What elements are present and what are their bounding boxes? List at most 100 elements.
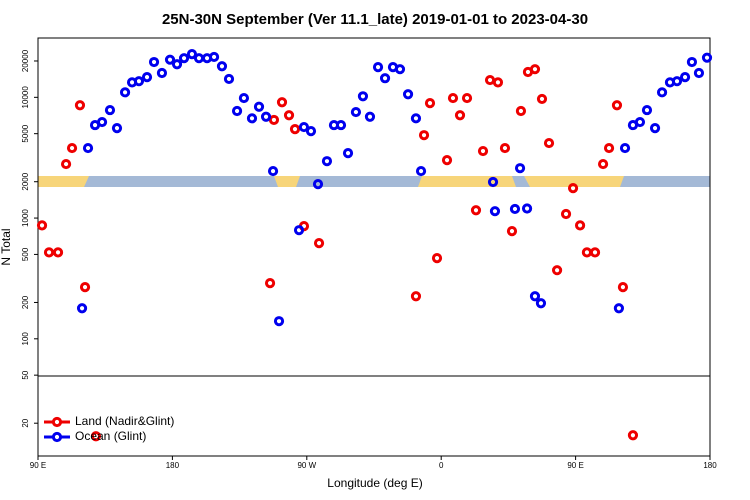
data-point <box>447 92 459 104</box>
data-point <box>477 145 489 157</box>
data-point <box>679 72 691 83</box>
data-point <box>305 126 317 137</box>
data-point <box>611 100 623 111</box>
x-tick-label: 90 W <box>297 461 316 470</box>
data-point <box>43 247 55 258</box>
data-point <box>82 142 94 154</box>
data-point <box>686 56 698 68</box>
data-point <box>268 114 280 126</box>
data-point <box>193 53 205 64</box>
data-point <box>617 282 629 293</box>
y-tick-label: 20000 <box>21 49 30 72</box>
data-point <box>410 291 422 302</box>
data-point <box>119 87 131 98</box>
data-point <box>79 282 91 293</box>
land-strip <box>38 176 89 187</box>
data-point <box>90 431 102 442</box>
data-point <box>454 110 466 121</box>
data-point <box>231 105 243 117</box>
y-axis-label: N Total <box>0 228 13 265</box>
data-point <box>634 116 646 128</box>
data-point <box>223 73 235 85</box>
data-point <box>415 165 427 177</box>
x-tick-label: 180 <box>703 461 717 470</box>
data-point <box>521 203 533 214</box>
data-point <box>52 247 64 258</box>
data-point <box>276 97 288 108</box>
data-point <box>560 208 572 220</box>
data-point <box>597 158 609 170</box>
data-point <box>171 59 183 70</box>
data-point <box>260 111 272 122</box>
data-point <box>74 100 86 111</box>
data-point <box>246 113 258 124</box>
data-point <box>335 119 347 131</box>
legend-label: Land (Nadir&Glint) <box>75 414 174 428</box>
data-point <box>581 247 593 258</box>
data-point <box>418 130 430 141</box>
data-point <box>60 158 72 170</box>
data-point <box>701 52 713 63</box>
chart-title: 25N-30N September (Ver 11.1_late) 2019-0… <box>162 11 588 28</box>
data-point <box>141 72 153 83</box>
x-tick-label: 0 <box>439 461 444 470</box>
data-point <box>536 93 548 105</box>
data-point <box>216 61 228 72</box>
x-tick-label: 180 <box>166 461 180 470</box>
data-point <box>312 179 324 190</box>
data-point <box>379 73 391 84</box>
data-point <box>283 110 295 121</box>
data-point <box>574 220 586 231</box>
data-point <box>148 56 160 68</box>
data-point <box>627 430 639 441</box>
y-tick-label: 2000 <box>21 172 30 190</box>
data-point <box>104 104 116 116</box>
data-point <box>111 123 123 134</box>
data-point <box>76 303 88 314</box>
data-point <box>342 148 354 159</box>
data-point <box>671 76 683 87</box>
data-point <box>506 225 518 237</box>
data-point <box>489 206 501 217</box>
y-tick-label: 500 <box>21 247 30 261</box>
data-point <box>264 278 276 289</box>
data-point <box>529 291 541 302</box>
data-point <box>253 101 265 112</box>
data-point <box>424 98 436 109</box>
land-strip <box>524 176 624 187</box>
data-point <box>238 92 250 104</box>
data-point <box>567 183 579 194</box>
x-tick-label: 90 E <box>30 461 46 470</box>
data-point <box>551 265 563 276</box>
data-point <box>649 123 661 134</box>
map-strip <box>38 176 710 187</box>
y-tick-label: 5000 <box>21 124 30 142</box>
data-point <box>208 51 220 63</box>
data-point <box>66 142 78 154</box>
y-tick-label: 50 <box>21 370 30 379</box>
data-point <box>96 116 108 128</box>
data-point <box>289 124 301 135</box>
data-point <box>509 203 521 215</box>
land-strip <box>274 176 300 187</box>
data-point <box>529 64 541 75</box>
data-point <box>514 163 526 174</box>
data-point <box>441 155 453 166</box>
data-point <box>641 104 653 116</box>
data-point <box>394 64 406 75</box>
data-point <box>589 247 601 258</box>
data-point <box>410 113 422 124</box>
data-point <box>364 111 376 122</box>
data-point <box>133 76 145 87</box>
data-point <box>543 137 555 149</box>
data-point <box>535 298 547 309</box>
data-point <box>613 303 625 314</box>
data-point <box>298 121 310 133</box>
data-point <box>178 53 190 64</box>
data-point <box>619 142 631 154</box>
data-point <box>186 49 198 60</box>
data-point <box>656 87 668 98</box>
data-point <box>470 205 482 216</box>
data-point <box>164 54 176 65</box>
